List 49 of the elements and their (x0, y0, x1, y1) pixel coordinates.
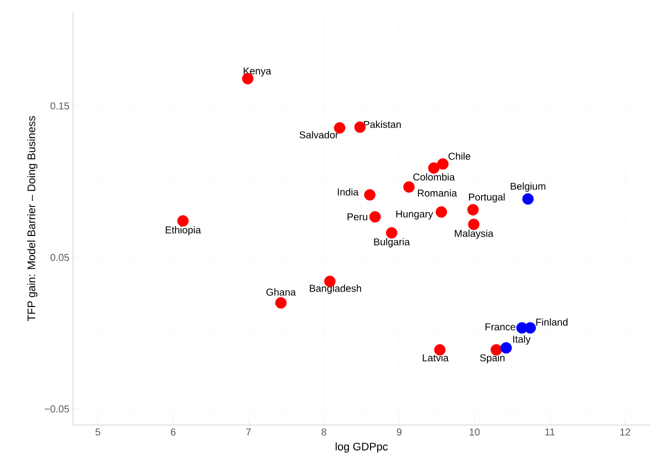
annotation: France (486, 323, 516, 330)
annotation: Ethiopia (166, 226, 201, 236)
y-tick-label: 0.15 (50, 102, 70, 110)
point (467, 204, 479, 216)
x-tick-label: 6 (170, 428, 176, 436)
annotation: Bangladesh (310, 284, 362, 294)
annotation: Colombia (413, 173, 455, 181)
annotation: Romania (418, 189, 458, 197)
annotation: Belgium (510, 182, 546, 192)
x-tick-label: 11 (545, 428, 555, 436)
point (524, 322, 536, 334)
point (500, 342, 512, 354)
y-tick-label: 0.05 (50, 254, 70, 261)
annotation: Latvia (422, 354, 449, 362)
annotation: Pakistan (364, 120, 401, 128)
x-axis-title: log GDPpc (336, 442, 388, 453)
point (386, 227, 398, 239)
x-tick-label: 12 (620, 428, 630, 436)
y-tick-label: −0.05 (44, 405, 70, 412)
x-tick-label: 7 (246, 428, 251, 436)
annotation: Portugal (469, 193, 505, 203)
x-tick-label: 8 (322, 428, 326, 436)
point (275, 297, 287, 309)
point (369, 211, 381, 223)
point (364, 189, 376, 201)
point (403, 181, 415, 193)
point (468, 218, 480, 230)
annotation: Hungary (396, 210, 434, 220)
x-tick-label: 9 (396, 428, 402, 436)
point (354, 121, 366, 133)
y-axis-title: TFP gain: Model Barrier – Doing Business (27, 116, 38, 322)
annotation: Malaysia (454, 230, 494, 239)
annotation: Ghana (266, 288, 296, 296)
point (177, 215, 189, 227)
point (436, 206, 448, 218)
point (522, 193, 534, 205)
annotation: Peru (348, 213, 368, 220)
annotation: Chile (448, 152, 470, 160)
x-tick-label: 5 (95, 428, 100, 436)
point (428, 162, 440, 174)
annotation: India (338, 188, 359, 196)
annotation: Bulgaria (374, 238, 410, 248)
annotation: Salvador (300, 131, 338, 138)
annotation: Spain (480, 354, 504, 364)
point (437, 158, 449, 170)
annotation: Finland (536, 318, 568, 326)
x-tick-label: 10 (470, 428, 480, 436)
annotation: Italy (513, 335, 531, 345)
annotation: Kenya (244, 68, 272, 76)
